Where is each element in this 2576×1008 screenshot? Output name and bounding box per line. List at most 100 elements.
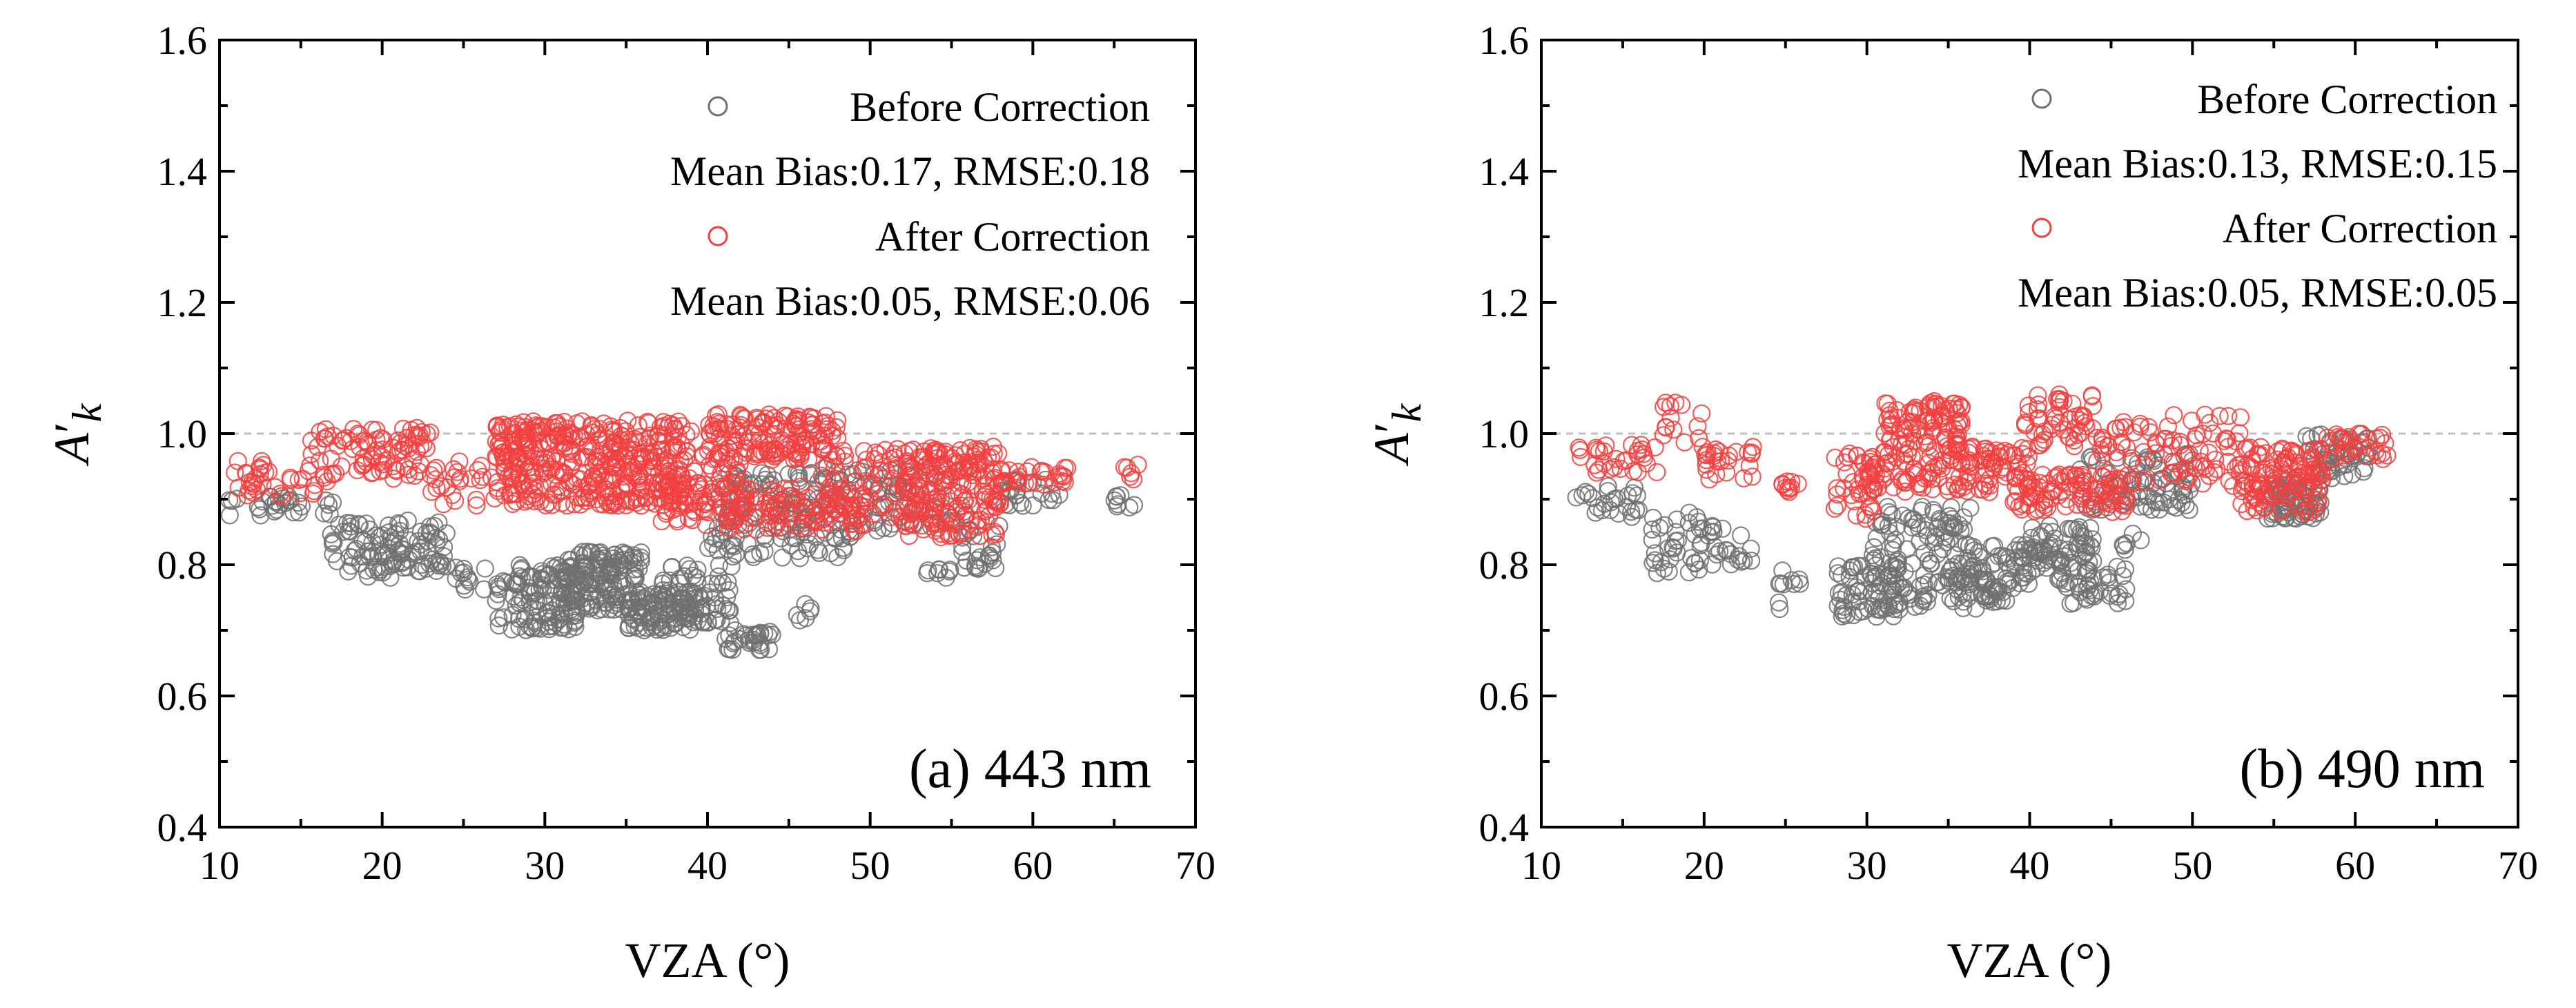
data-point [602,420,621,439]
data-point [1862,466,1880,485]
data-point [721,501,740,520]
data-point [1570,438,1588,457]
data-point [523,619,542,638]
data-point [1978,572,1996,591]
data-point [572,478,590,497]
data-point [862,476,881,495]
data-point [489,609,508,628]
data-point [1057,458,1077,477]
data-point [2069,577,2088,596]
data-point [476,559,494,578]
data-point [1923,480,1942,498]
x-tick-label: 10 [1521,843,1561,888]
data-point [2033,425,2052,444]
data-point [1628,486,1646,505]
data-point [574,589,592,608]
data-point [2301,441,2319,460]
data-point [1655,398,1673,416]
data-point [2089,480,2107,499]
legend-label-before: Before Correction [2197,77,2497,122]
data-point [614,543,632,562]
data-point [2058,490,2076,509]
y-tick-label: 1.2 [157,280,208,325]
data-point [694,500,713,519]
data-point [1993,546,2011,565]
data-point [700,583,719,602]
data-point [344,440,362,458]
data-point [1661,550,1679,569]
data-point [2176,470,2194,489]
data-point [856,515,875,534]
data-point [2019,574,2038,593]
data-point [801,599,820,618]
data-point [1837,605,1855,625]
data-point [564,476,583,494]
data-point [1980,483,1998,501]
data-point [935,445,955,464]
data-point [1856,568,1875,587]
data-point [574,562,593,581]
data-point [527,488,546,507]
data-point [525,481,544,499]
data-point [590,419,609,438]
data-point [1954,508,1973,527]
data-point [1922,414,1940,432]
data-point [2231,408,2250,427]
data-point [1887,560,1906,579]
data-point [799,413,818,432]
data-point [1896,482,1915,501]
data-point [467,490,486,510]
data-point [993,473,1012,492]
data-point [808,512,827,530]
y-tick-label: 1.4 [1479,149,1530,194]
data-point [1936,430,1955,449]
data-point [2004,446,2022,465]
data-point [2149,493,2168,512]
data-point [2339,427,2358,446]
data-point [488,473,507,492]
data-point [2051,571,2069,590]
data-point [1952,411,1971,431]
data-point [1643,520,1661,539]
data-point [2304,461,2323,480]
data-point [511,427,529,447]
data-point [654,598,672,617]
data-point [315,504,333,523]
data-point [591,588,609,606]
data-point [1833,601,1852,620]
data-point [391,515,409,534]
data-point [382,534,401,553]
data-point [812,439,831,458]
data-point [754,414,774,432]
data-point [340,547,359,566]
data-point [271,484,289,503]
data-point [730,630,750,648]
data-point [598,492,617,512]
data-point [906,496,925,515]
data-point [2183,411,2201,430]
data-point [2111,486,2130,505]
data-point [736,439,755,458]
data-point [874,469,892,488]
data-point [761,622,779,641]
data-point [1717,541,1735,559]
data-point [2194,425,2212,443]
data-point [2294,464,2313,483]
data-point [701,425,720,444]
data-point [516,418,534,436]
data-point [1742,551,1761,570]
data-point [1867,567,1886,585]
data-point [1828,485,1846,504]
legend-stats-after: Mean Bias:0.05, RMSE:0.05 [2018,270,2497,316]
data-point [1925,391,1944,411]
data-point [654,426,673,445]
x-tick-label: 60 [2335,843,2375,888]
data-point [723,427,741,445]
data-point [1882,429,1900,448]
data-point [773,548,792,567]
data-point [1903,518,1922,537]
data-point [2006,557,2024,576]
data-point [966,440,985,458]
data-point [1848,446,1866,465]
data-point [982,538,1002,556]
